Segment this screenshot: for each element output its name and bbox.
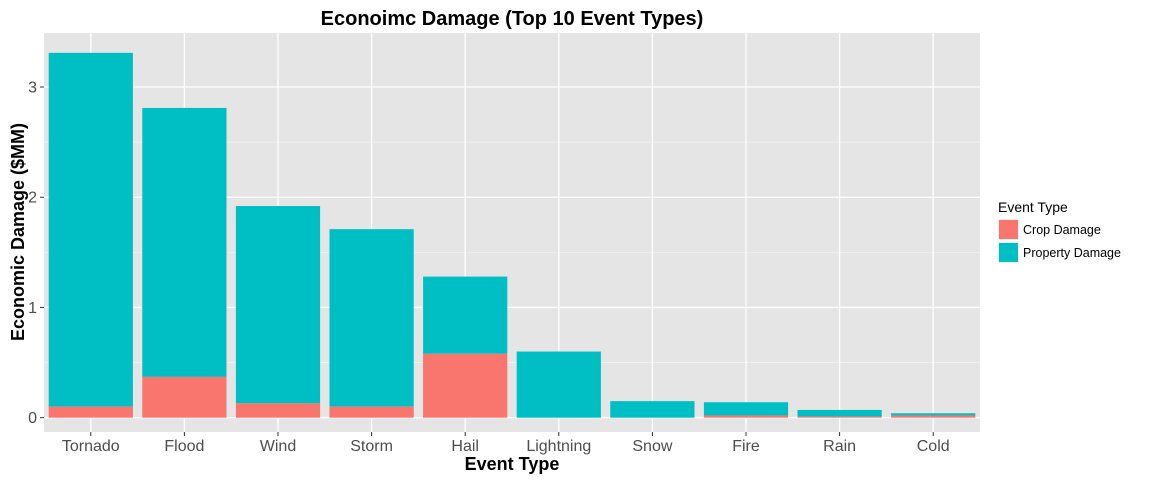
- x-axis-title: Event Type: [465, 454, 560, 474]
- legend-swatch-property-damage: [999, 243, 1018, 262]
- x-tick-label: Snow: [632, 438, 672, 455]
- x-tick-label: Lightning: [526, 438, 591, 455]
- x-tick-label: Hail: [451, 438, 479, 455]
- bar-property-damage: [423, 276, 508, 354]
- bar-property-damage: [610, 401, 695, 418]
- bar-crop-damage: [797, 416, 882, 418]
- legend-title: Event Type: [998, 199, 1068, 215]
- bar-crop-damage: [48, 406, 133, 418]
- x-tick-label: Flood: [164, 438, 204, 455]
- bar-property-damage: [142, 107, 227, 377]
- bar-crop-damage: [329, 406, 414, 418]
- x-tick-label: Cold: [917, 438, 950, 455]
- bar-property-damage: [797, 409, 882, 417]
- x-tick-label: Fire: [732, 438, 760, 455]
- y-tick-label: 0: [28, 410, 37, 427]
- bar-crop-damage: [891, 415, 976, 418]
- bar-crop-damage: [142, 376, 227, 418]
- chart-title: Econoimc Damage (Top 10 Event Types): [321, 8, 704, 30]
- bar-property-damage: [516, 351, 601, 418]
- x-tick-label: Tornado: [62, 438, 120, 455]
- bar-property-damage: [235, 206, 321, 404]
- legend-label-crop-damage: Crop Damage: [1023, 223, 1101, 237]
- bar-crop-damage: [703, 415, 789, 418]
- bar-property-damage: [891, 413, 976, 416]
- bar-property-damage: [703, 402, 789, 416]
- x-tick-label: Rain: [823, 438, 856, 455]
- y-tick-label: 1: [28, 300, 37, 317]
- y-axis: 0 1 2 3: [28, 80, 44, 427]
- x-tick-label: Wind: [260, 438, 296, 455]
- bar-property-damage: [329, 229, 414, 407]
- x-axis: Tornado Flood Wind Storm Hail Lightning Snow Fi…: [62, 432, 950, 455]
- legend-swatch-crop-damage: [999, 220, 1018, 239]
- bar-property-damage: [48, 52, 133, 407]
- x-tick-label: Storm: [350, 438, 393, 455]
- bar-crop-damage: [423, 353, 508, 418]
- y-axis-title: Economic Damage ($MM): [8, 123, 28, 341]
- bar-crop-damage: [235, 403, 321, 418]
- y-tick-label: 3: [28, 80, 37, 97]
- y-tick-label: 2: [28, 190, 37, 207]
- bars: [48, 52, 976, 418]
- legend: Event Type Crop Damage Property Damage: [998, 199, 1121, 263]
- legend-label-property-damage: Property Damage: [1023, 246, 1121, 260]
